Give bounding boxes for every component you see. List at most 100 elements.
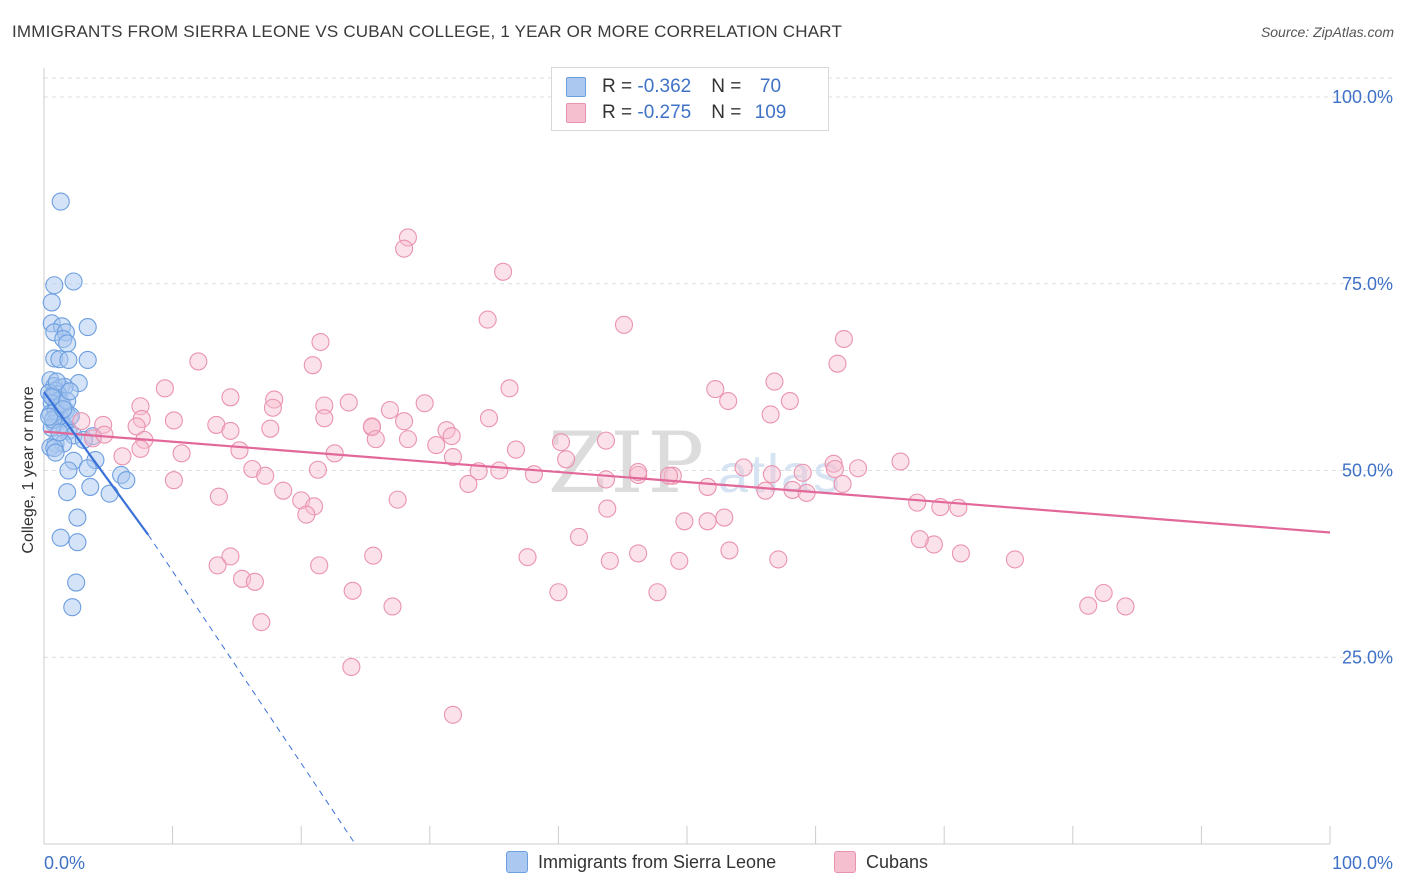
legend-label-sierra-leone: Immigrants from Sierra Leone <box>538 851 777 872</box>
legend-label-cubans: Cubans <box>866 851 929 872</box>
point-cubans <box>490 461 509 480</box>
point-sierra-leone <box>100 484 119 503</box>
point-cubans <box>524 465 544 484</box>
point-cubans <box>308 460 327 479</box>
point-cubans <box>395 239 414 258</box>
point-cubans <box>629 544 648 563</box>
point-cubans <box>366 430 385 449</box>
y-tick-label: 100.0% <box>1332 87 1393 107</box>
point-cubans <box>762 465 781 484</box>
point-sierra-leone <box>59 461 78 480</box>
point-cubans <box>383 597 402 616</box>
point-cubans <box>221 388 240 407</box>
point-cubans <box>670 551 689 570</box>
point-cubans <box>245 572 264 591</box>
point-cubans <box>675 512 694 531</box>
point-cubans <box>715 508 734 527</box>
trend-line-sierra-leone-extrapolated <box>147 534 356 845</box>
trend-line-cubans <box>43 430 1331 534</box>
legend-item-cubans[interactable]: Cubans <box>834 851 928 873</box>
y-axis-title: College, 1 year or more <box>20 386 37 553</box>
trend-lines <box>43 391 1331 845</box>
point-cubans <box>494 262 513 281</box>
point-cubans <box>437 421 456 440</box>
series-legend: Immigrants from Sierra Leone Cubans <box>0 851 1406 879</box>
point-cubans <box>769 550 788 569</box>
point-cubans <box>719 391 738 411</box>
point-cubans <box>443 705 462 724</box>
point-cubans <box>315 409 334 428</box>
point-cubans <box>274 481 293 500</box>
chart-title: IMMIGRANTS FROM SIERRA LEONE VS CUBAN CO… <box>12 22 843 41</box>
point-cubans <box>221 421 240 440</box>
point-cubans <box>310 556 329 575</box>
y-tick-label: 25.0% <box>1342 647 1393 667</box>
point-cubans <box>557 450 576 469</box>
series-sierra-leone <box>40 192 136 617</box>
point-cubans <box>734 458 753 477</box>
y-tick-labels: 25.0% 50.0% 75.0% 100.0% <box>1332 87 1393 667</box>
point-cubans <box>1094 583 1113 603</box>
point-cubans <box>518 548 537 567</box>
point-cubans <box>1005 550 1024 569</box>
x-tick-labels: 0.0% 100.0% <box>44 853 1393 873</box>
legend-r-label: R = <box>602 102 638 123</box>
point-cubans <box>209 487 228 506</box>
point-sierra-leone <box>78 459 97 478</box>
watermark: ZIP atlas <box>548 414 840 512</box>
point-cubans <box>761 405 780 424</box>
legend-item-sierra-leone[interactable]: Immigrants from Sierra Leone <box>506 851 776 873</box>
point-cubans <box>263 398 282 417</box>
point-cubans <box>261 419 280 438</box>
point-cubans <box>908 493 927 512</box>
point-cubans <box>398 228 417 247</box>
point-cubans <box>427 436 446 455</box>
point-cubans <box>131 439 150 458</box>
point-cubans <box>459 474 478 493</box>
point-sierra-leone <box>42 293 61 312</box>
grid <box>44 77 1392 658</box>
point-sierra-leone <box>46 443 65 462</box>
trend-line-sierra-leone <box>43 391 150 536</box>
point-sierra-leone <box>81 477 100 496</box>
point-cubans <box>342 657 361 677</box>
point-cubans <box>388 490 407 509</box>
point-sierra-leone <box>59 350 78 369</box>
stats-legend: R = -0.362 N = 70 R = -0.275 N = 109 <box>551 67 829 131</box>
point-cubans <box>155 379 174 398</box>
point-cubans <box>364 546 383 565</box>
point-cubans <box>833 474 852 493</box>
x-tick-label: 100.0% <box>1332 853 1393 873</box>
point-cubans <box>910 530 929 549</box>
legend-n-value: 109 <box>754 102 787 123</box>
axes <box>43 68 1331 845</box>
source-label: Source: ZipAtlas.com <box>1260 24 1394 40</box>
point-cubans <box>848 459 868 478</box>
point-sierra-leone <box>64 272 83 291</box>
point-cubans <box>443 448 462 467</box>
point-cubans <box>598 499 617 518</box>
point-cubans <box>765 372 784 391</box>
point-cubans <box>706 380 725 399</box>
legend-n-label: N = <box>711 102 747 123</box>
point-cubans <box>924 535 943 554</box>
point-sierra-leone <box>68 508 87 527</box>
point-sierra-leone <box>51 192 70 211</box>
point-cubans <box>951 544 970 563</box>
point-cubans <box>256 466 275 485</box>
point-cubans <box>303 356 322 375</box>
point-cubans <box>164 411 183 430</box>
point-cubans <box>479 409 499 428</box>
point-sierra-leone <box>68 533 87 552</box>
point-cubans <box>834 329 853 349</box>
point-cubans <box>252 613 271 632</box>
point-cubans <box>478 310 497 329</box>
point-cubans <box>569 527 589 547</box>
point-cubans <box>172 444 191 463</box>
point-cubans <box>648 583 667 602</box>
point-cubans <box>164 471 183 490</box>
point-cubans <box>891 452 910 471</box>
point-cubans <box>506 440 526 459</box>
point-cubans <box>339 393 358 412</box>
point-cubans <box>343 581 362 600</box>
